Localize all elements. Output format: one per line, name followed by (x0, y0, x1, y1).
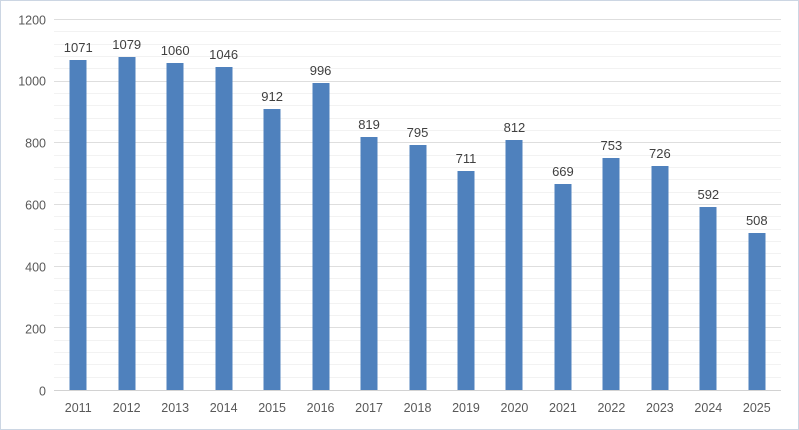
bar (263, 108, 281, 390)
bar-value-label: 912 (261, 88, 283, 104)
bar (118, 57, 136, 390)
x-tick-label: 2025 (742, 401, 771, 415)
plot-area: 1071 1079 1060 1046 912 996 819 795 711 812 669 753… (54, 19, 781, 391)
bar (215, 67, 233, 390)
gridline-minor (54, 68, 781, 70)
bar-value-label: 996 (309, 62, 332, 78)
x-tick-label: 2012 (112, 401, 141, 415)
bar-slot: 819 (345, 20, 393, 390)
y-tick-label: 1000 (18, 74, 46, 89)
gridline-minor (54, 93, 781, 94)
bar-slot: 669 (539, 20, 587, 390)
bar-value-label: 795 (406, 124, 429, 140)
x-tick-label: 2011 (64, 401, 92, 415)
bar (312, 82, 330, 390)
bar-value-label: 753 (600, 137, 623, 153)
x-tick-label: 2019 (452, 401, 480, 415)
bar-slot: 592 (684, 20, 732, 390)
gridline-minor (54, 105, 781, 107)
bar-value-label: 812 (503, 119, 526, 135)
y-tick-label: 600 (25, 198, 46, 213)
bar (699, 207, 717, 390)
bar (360, 137, 378, 390)
bar-slot: 795 (393, 20, 441, 390)
bar-slot: 508 (733, 20, 781, 390)
y-tick-label: 400 (25, 260, 46, 275)
y-tick-label: 0 (39, 383, 46, 398)
bar-value-label: 592 (697, 187, 720, 203)
gridline-minor (54, 117, 781, 119)
gridline-minor (54, 43, 781, 45)
x-tick-label: 2017 (355, 401, 383, 415)
x-tick-label: 2013 (161, 401, 190, 415)
x-tick-label: 2021 (549, 401, 577, 415)
bar-slot: 812 (490, 20, 538, 390)
bar-value-label: 819 (358, 117, 380, 133)
bar-value-label: 1060 (160, 43, 190, 59)
bar (69, 59, 87, 390)
bar-slot: 1071 (54, 20, 102, 390)
gridline-major (54, 80, 781, 82)
bar (651, 166, 669, 390)
gridline-major (54, 142, 781, 144)
x-tick-label: 2022 (597, 401, 626, 415)
gridline-minor (54, 31, 781, 33)
bar (748, 233, 766, 390)
bars-container: 1071 1079 1060 1046 912 996 819 795 711 812 669 753… (54, 20, 781, 390)
bar-slot: 996 (296, 20, 344, 390)
y-axis: 0 200 400 600 800 1000 1200 (1, 14, 46, 397)
bar-slot: 726 (636, 20, 684, 390)
x-tick-label: 2015 (258, 401, 287, 415)
x-axis: 2011 2012 2013 2014 2015 2016 2017 2018 2019 2020… (54, 397, 781, 419)
x-tick-label: 2023 (645, 401, 674, 415)
bar-value-label: 1079 (112, 37, 142, 53)
gridline-minor (54, 130, 781, 131)
gridline-major (54, 19, 781, 20)
y-tick-label: 1200 (18, 12, 46, 27)
x-tick-label: 2016 (306, 401, 335, 415)
bar-value-label: 1046 (209, 47, 239, 63)
bar-slot: 1079 (102, 20, 150, 390)
bar-slot: 1060 (151, 20, 199, 390)
bar-value-label: 711 (455, 150, 477, 166)
bar (166, 63, 184, 390)
gridline-minor (54, 56, 781, 57)
bar (602, 157, 620, 390)
bar-value-label: 1071 (63, 39, 93, 55)
bar (554, 183, 572, 390)
x-tick-label: 2014 (209, 401, 238, 415)
bar-value-label: 669 (552, 163, 574, 179)
x-tick-label: 2018 (403, 401, 432, 415)
bar (409, 144, 427, 390)
bar-slot: 1046 (199, 20, 247, 390)
y-tick-label: 800 (25, 136, 46, 151)
bar-slot: 711 (442, 20, 490, 390)
bar (457, 170, 475, 390)
x-tick-label: 2024 (694, 401, 723, 415)
y-tick-label: 200 (25, 321, 46, 336)
x-tick-label: 2020 (500, 401, 529, 415)
bar-slot: 753 (587, 20, 635, 390)
bar-value-label: 508 (745, 213, 768, 229)
bar-value-label: 726 (649, 146, 671, 162)
bar-slot: 912 (248, 20, 296, 390)
bar (505, 139, 523, 390)
